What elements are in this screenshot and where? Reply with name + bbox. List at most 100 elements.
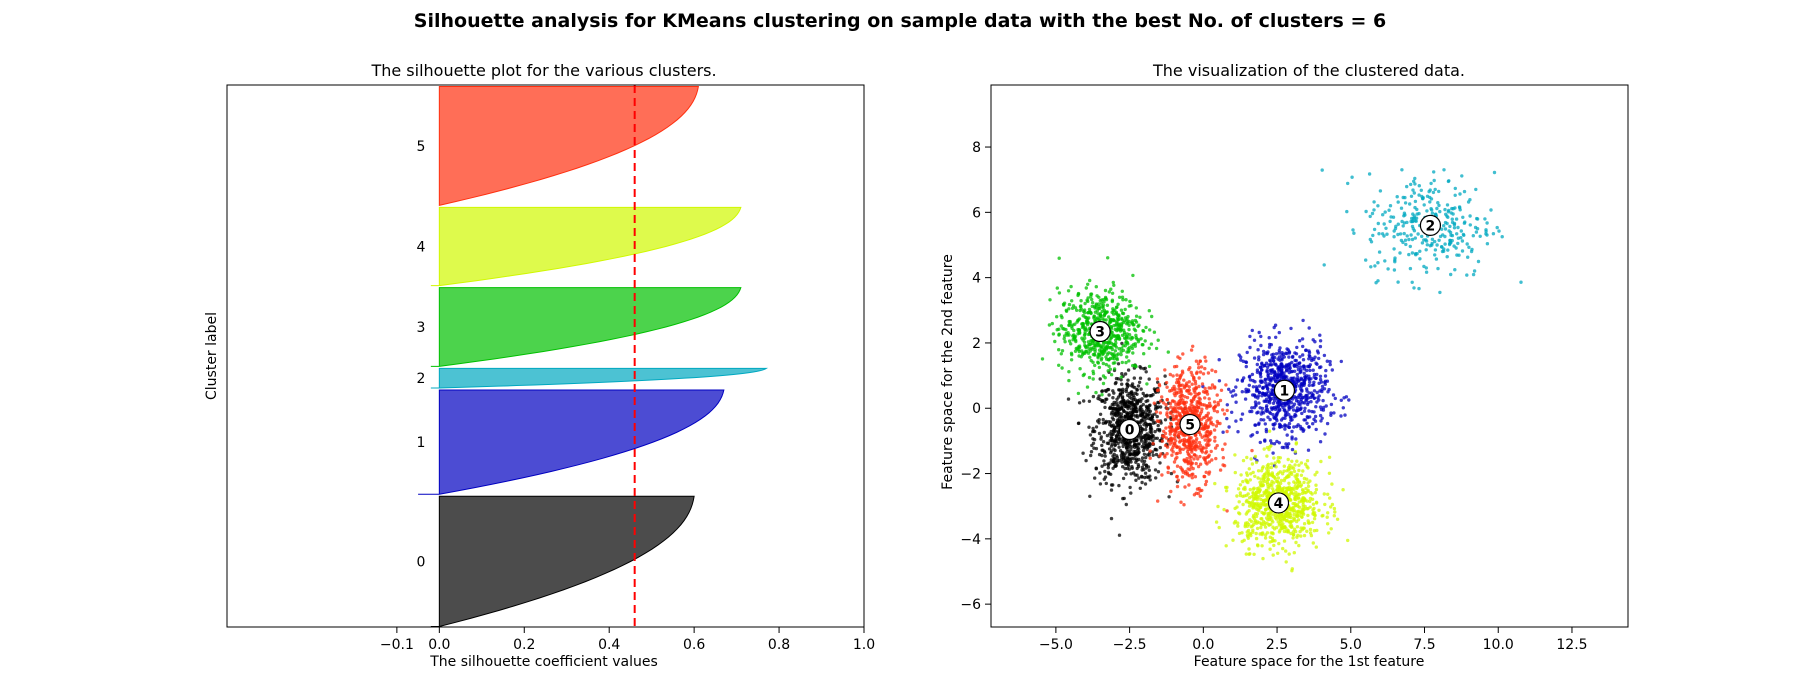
scatter-point bbox=[1206, 443, 1210, 448]
scatter-point bbox=[1151, 453, 1155, 457]
scatter-point bbox=[1302, 476, 1307, 481]
scatter-point bbox=[1104, 481, 1109, 486]
scatter-point bbox=[1169, 428, 1173, 432]
scatter-point bbox=[1108, 422, 1112, 427]
scatter-point bbox=[1373, 264, 1377, 268]
cluster-center-4 bbox=[1267, 492, 1290, 514]
scatter-point bbox=[1294, 497, 1298, 502]
scatter-point bbox=[1120, 346, 1124, 351]
scatter-point bbox=[1412, 229, 1417, 233]
scatter-point bbox=[1312, 517, 1317, 521]
scatter-point bbox=[1140, 456, 1145, 460]
scatter-point bbox=[1325, 522, 1330, 526]
scatter-y-tick-label: 8 bbox=[972, 140, 981, 156]
scatter-point bbox=[1178, 448, 1182, 452]
scatter-point bbox=[1285, 511, 1289, 515]
scatter-point bbox=[1099, 349, 1104, 353]
scatter-point bbox=[1070, 299, 1074, 303]
scatter-point bbox=[1128, 442, 1132, 446]
scatter-point bbox=[1261, 556, 1265, 561]
scatter-point bbox=[1311, 368, 1315, 372]
scatter-point bbox=[1305, 389, 1309, 393]
scatter-point bbox=[1271, 359, 1276, 363]
scatter-point bbox=[1204, 359, 1208, 363]
scatter-point bbox=[1272, 325, 1276, 330]
scatter-point bbox=[1107, 420, 1111, 424]
scatter-point bbox=[1298, 402, 1302, 407]
scatter-point bbox=[1083, 311, 1087, 315]
scatter-point bbox=[1428, 195, 1432, 200]
scatter-point bbox=[1385, 232, 1389, 236]
scatter-point bbox=[1468, 214, 1472, 218]
scatter-point bbox=[1308, 368, 1312, 373]
scatter-point bbox=[1253, 474, 1257, 478]
scatter-point bbox=[1323, 380, 1327, 384]
scatter-point bbox=[1234, 419, 1238, 423]
scatter-point bbox=[1185, 456, 1189, 461]
scatter-point bbox=[1123, 307, 1127, 312]
scatter-point bbox=[1405, 184, 1409, 189]
scatter-point bbox=[1147, 436, 1151, 441]
scatter-point bbox=[1081, 451, 1085, 455]
scatter-point bbox=[1072, 336, 1077, 340]
scatter-point bbox=[1212, 408, 1217, 413]
scatter-point bbox=[1271, 553, 1275, 557]
scatter-point bbox=[1424, 248, 1428, 252]
scatter-point bbox=[1298, 355, 1302, 359]
scatter-point bbox=[1140, 427, 1145, 431]
scatter-point bbox=[1100, 393, 1104, 397]
scatter-point bbox=[1151, 418, 1155, 423]
scatter-point bbox=[1445, 203, 1450, 207]
scatter-point bbox=[1111, 408, 1116, 413]
scatter-point bbox=[1145, 453, 1150, 457]
scatter-point bbox=[1125, 350, 1129, 354]
scatter-point bbox=[1420, 196, 1425, 201]
silhouette-x-tick-label: 1.0 bbox=[853, 637, 875, 653]
scatter-point bbox=[1067, 378, 1071, 383]
scatter-point bbox=[1148, 403, 1152, 407]
scatter-point bbox=[1438, 209, 1442, 214]
scatter-point bbox=[1117, 337, 1122, 341]
scatter-point bbox=[1243, 397, 1248, 401]
scatter-point bbox=[1314, 361, 1318, 365]
scatter-point bbox=[1369, 240, 1374, 244]
scatter-point bbox=[1265, 351, 1270, 356]
scatter-point bbox=[1239, 417, 1243, 422]
scatter-point bbox=[1169, 405, 1173, 409]
scatter-point bbox=[1076, 421, 1081, 426]
scatter-point bbox=[1271, 532, 1275, 536]
scatter-point bbox=[1500, 235, 1504, 239]
scatter-point bbox=[1277, 351, 1281, 355]
scatter-point bbox=[1208, 431, 1212, 435]
scatter-point bbox=[1069, 358, 1074, 362]
scatter-point bbox=[1370, 211, 1375, 216]
scatter-point bbox=[1190, 382, 1194, 386]
scatter-point bbox=[1446, 215, 1450, 219]
scatter-point bbox=[1407, 237, 1411, 242]
scatter-point bbox=[1272, 427, 1276, 431]
scatter-point bbox=[1322, 492, 1327, 496]
scatter-point bbox=[1283, 427, 1287, 431]
scatter-point bbox=[1075, 347, 1080, 351]
scatter-point bbox=[1280, 487, 1285, 491]
scatter-point bbox=[1245, 471, 1249, 475]
scatter-point bbox=[1274, 379, 1278, 384]
scatter-point bbox=[1151, 441, 1155, 446]
scatter-point bbox=[1400, 168, 1404, 172]
scatter-point bbox=[1047, 323, 1052, 327]
scatter-point bbox=[1313, 473, 1317, 477]
scatter-point bbox=[1471, 272, 1476, 277]
scatter-point bbox=[1246, 528, 1251, 533]
scatter-point bbox=[1234, 400, 1238, 404]
scatter-point bbox=[1318, 405, 1323, 409]
scatter-point bbox=[1312, 417, 1316, 421]
scatter-point bbox=[1090, 347, 1095, 351]
scatter-point bbox=[1170, 453, 1174, 457]
scatter-point bbox=[1298, 396, 1303, 400]
figure-title: Silhouette analysis for KMeans clusterin… bbox=[413, 10, 1387, 32]
scatter-point bbox=[1271, 413, 1275, 417]
scatter-point bbox=[1474, 230, 1479, 234]
scatter-point bbox=[1198, 370, 1203, 374]
scatter-point bbox=[1428, 200, 1432, 204]
